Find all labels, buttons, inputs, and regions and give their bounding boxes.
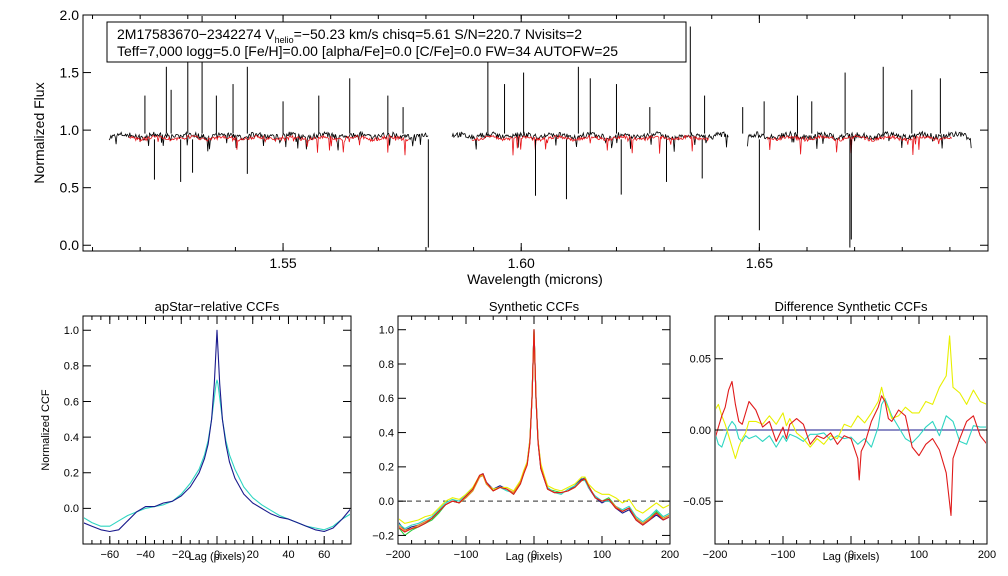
y-tick-label: 0.4 — [64, 432, 79, 444]
x-tick-label: 0 — [531, 549, 537, 561]
y-tick-label: 0.05 — [690, 354, 711, 366]
x-tick-label: 0 — [214, 549, 220, 561]
x-tick-label: 200 — [661, 549, 679, 561]
y-tick-label: 0.5 — [60, 180, 80, 196]
model-spectrum-chip-1 — [128, 133, 409, 156]
y-tick-label: 0.8 — [64, 361, 79, 373]
observed-spectrum-chip-1 — [108, 130, 429, 152]
x-tick-label: −60 — [100, 549, 119, 561]
x-tick-label: 100 — [910, 549, 928, 561]
x-tick-label: 60 — [318, 549, 330, 561]
ccf-series-4 — [399, 330, 669, 524]
y-tick-label: 1.0 — [379, 325, 394, 337]
y-tick-label: 0.0 — [60, 237, 80, 253]
x-tick-label: 100 — [593, 549, 611, 561]
y-tick-label: 0.4 — [379, 427, 394, 439]
x-tick-label: 1.60 — [508, 255, 535, 271]
x-tick-label: −100 — [454, 549, 479, 561]
synthetic-ccf-lines — [399, 329, 669, 536]
x-tick-label: −40 — [136, 549, 155, 561]
ccf-series-6 — [399, 329, 669, 533]
x-tick-label: −100 — [771, 549, 796, 561]
annotation-frame — [106, 21, 687, 63]
annotation-line-1: 2M17583670−2342274 Vhelio=−50.23 km/s ch… — [117, 26, 582, 45]
x-tick-label: 1.55 — [269, 255, 296, 271]
y-tick-label: 0.2 — [379, 462, 394, 474]
synthetic-ccf-panel: −200 −100 0 100 200 −0.2 0.0 0.2 0.4 0.6 0.8 1.0 Sy… — [372, 299, 679, 563]
x-tick-label: 200 — [978, 549, 996, 561]
apstar-ylabel: Normalized CCF — [40, 389, 52, 471]
spectrum-axis-ticks: 1.55 1.60 1.65 0.0 0.5 1.0 1.5 2.0 — [60, 7, 988, 271]
difference-ccf-panel: −200 −100 0 100 200 −0.05 0.00 0.05 Difference … — [683, 299, 996, 563]
ccf-series-3 — [399, 329, 669, 530]
y-tick-label: −0.2 — [372, 530, 394, 542]
model-spectrum-chip-2 — [471, 133, 709, 156]
spectrum-xlabel: Wavelength (microns) — [467, 271, 603, 287]
ccf-series-3 — [716, 335, 986, 460]
y-tick-label: 0.00 — [690, 425, 711, 437]
synthetic-xlabel: Lag (pixels) — [506, 551, 563, 563]
y-tick-label: 0.0 — [64, 503, 79, 515]
y-tick-label: 0.6 — [379, 393, 394, 405]
difference-title: Difference Synthetic CCFs — [775, 299, 928, 314]
apstar-ccf-lines — [84, 329, 350, 533]
ccf-series-1 — [84, 379, 350, 531]
y-tick-label: 1.0 — [64, 325, 79, 337]
ccf-series-2 — [716, 398, 986, 448]
ccf-series-1 — [399, 329, 669, 536]
annotation-line-2: Teff=7,000 logg=5.0 [Fe/H]=0.00 [alpha/F… — [117, 43, 618, 59]
y-tick-label: 1.0 — [60, 122, 80, 138]
y-tick-label: −0.05 — [683, 496, 711, 508]
model-spectrum-chip-3 — [766, 134, 952, 156]
spectrum-panel: 1.55 1.60 1.65 0.0 0.5 1.0 1.5 2.0 2M17583670−2… — [31, 7, 989, 287]
ccf-series-2 — [84, 329, 350, 533]
y-tick-label: 0.8 — [379, 359, 394, 371]
spectrum-annotation-box: 2M17583670−2342274 Vhelio=−50.23 km/s ch… — [106, 21, 687, 63]
synthetic-title: Synthetic CCFs — [489, 299, 580, 314]
x-tick-label: 20 — [247, 549, 259, 561]
ccf-series-4 — [716, 380, 986, 517]
spectrum-frame — [82, 14, 989, 252]
x-tick-label: −200 — [703, 549, 728, 561]
y-tick-label: 2.0 — [60, 7, 80, 23]
synthetic-axis-ticks: −200 −100 0 100 200 −0.2 0.0 0.2 0.4 0.6 0.8 1.0 — [372, 316, 679, 561]
apstar-title: apStar−relative CCFs — [155, 299, 280, 314]
apstar-xlabel: Lag (pixels) — [189, 551, 246, 563]
x-tick-label: 0 — [848, 549, 854, 561]
spectrum-ylabel: Normalized Flux — [31, 82, 47, 183]
x-tick-label: 40 — [282, 549, 294, 561]
apstar-ccf-panel: −60 −40 −20 0 20 40 60 0.0 0.2 0.4 0.6 0.8 1.0 apSta… — [40, 299, 352, 563]
y-tick-label: 0.6 — [64, 396, 79, 408]
x-tick-label: 1.65 — [746, 255, 773, 271]
x-tick-label: −20 — [172, 549, 191, 561]
difference-ccf-lines — [716, 335, 986, 517]
difference-axis-ticks: −200 −100 0 100 200 −0.05 0.00 0.05 — [683, 316, 996, 561]
y-tick-label: 1.5 — [60, 64, 80, 80]
apstar-axis-ticks: −60 −40 −20 0 20 40 60 0.0 0.2 0.4 0.6 0.8 1.0 — [64, 316, 352, 561]
x-tick-label: −200 — [386, 549, 411, 561]
y-tick-label: 0.0 — [379, 496, 394, 508]
apstar-frame — [82, 315, 352, 545]
y-tick-label: 0.2 — [64, 468, 79, 480]
observed-spectrum-chip-3 — [747, 130, 972, 149]
difference-xlabel: Lag (pixels) — [823, 551, 880, 563]
